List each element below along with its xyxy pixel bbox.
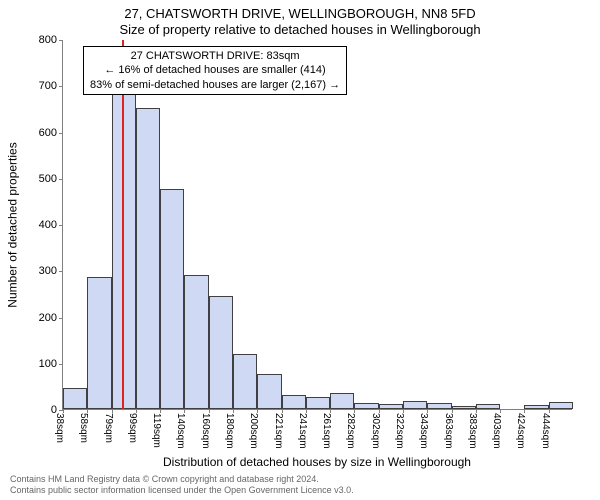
chart-subtitle: Size of property relative to detached ho… <box>0 22 600 37</box>
bar <box>379 404 403 409</box>
x-tick-label: 221sqm <box>273 413 284 449</box>
x-tick-label: 38sqm <box>54 413 65 443</box>
bar <box>87 277 111 409</box>
annotation-line1: 27 CHATSWORTH DRIVE: 83sqm <box>90 49 340 63</box>
bar <box>282 395 306 409</box>
y-tick-mark <box>59 86 63 87</box>
footer-line2: Contains public sector information licen… <box>10 485 590 496</box>
x-tick-label: 343sqm <box>418 413 429 449</box>
bar <box>233 354 257 410</box>
bar <box>209 296 233 409</box>
x-tick-label: 180sqm <box>224 413 235 449</box>
x-tick-label: 99sqm <box>127 413 138 443</box>
bar <box>160 189 184 409</box>
x-tick-label: 403sqm <box>491 413 502 449</box>
x-tick-label: 444sqm <box>540 413 551 449</box>
x-tick-label: 160sqm <box>200 413 211 449</box>
annotation-line3: 83% of semi-detached houses are larger (… <box>90 78 340 92</box>
x-tick-label: 282sqm <box>345 413 356 449</box>
x-tick-label: 140sqm <box>175 413 186 449</box>
bar <box>354 403 378 409</box>
x-tick-label: 200sqm <box>248 413 259 449</box>
bar <box>476 404 500 409</box>
bar <box>112 90 136 409</box>
y-tick-label: 400 <box>15 219 63 231</box>
y-tick-label: 100 <box>15 358 63 370</box>
y-tick-mark <box>59 225 63 226</box>
bar <box>403 401 427 409</box>
y-tick-mark <box>59 271 63 272</box>
chart-title: 27, CHATSWORTH DRIVE, WELLINGBOROUGH, NN… <box>0 6 600 21</box>
y-tick-mark <box>59 179 63 180</box>
x-tick-label: 241sqm <box>297 413 308 449</box>
x-tick-label: 424sqm <box>515 413 526 449</box>
bar <box>63 388 87 409</box>
y-tick-label: 600 <box>15 127 63 139</box>
y-tick-label: 300 <box>15 265 63 277</box>
bar <box>427 403 451 409</box>
y-tick-mark <box>59 40 63 41</box>
x-tick-label: 322sqm <box>394 413 405 449</box>
footer: Contains HM Land Registry data © Crown c… <box>10 474 590 496</box>
bar <box>136 108 160 409</box>
annotation-box: 27 CHATSWORTH DRIVE: 83sqm ← 16% of deta… <box>83 46 347 95</box>
y-tick-label: 800 <box>15 34 63 46</box>
x-tick-label: 383sqm <box>467 413 478 449</box>
x-axis-label: Distribution of detached houses by size … <box>62 455 572 469</box>
bar <box>257 374 281 409</box>
plot-area: 27 CHATSWORTH DRIVE: 83sqm ← 16% of deta… <box>62 40 572 410</box>
footer-line1: Contains HM Land Registry data © Crown c… <box>10 474 590 485</box>
bar <box>549 402 573 409</box>
x-tick-label: 58sqm <box>78 413 89 443</box>
chart-container: 27, CHATSWORTH DRIVE, WELLINGBOROUGH, NN… <box>0 0 600 500</box>
bar <box>184 275 208 409</box>
y-tick-label: 500 <box>15 173 63 185</box>
y-tick-mark <box>59 364 63 365</box>
bar <box>524 405 548 409</box>
x-tick-label: 302sqm <box>370 413 381 449</box>
x-tick-label: 119sqm <box>151 413 162 448</box>
x-tick-label: 79sqm <box>103 413 114 443</box>
x-tick-label: 261sqm <box>321 413 332 449</box>
bar <box>306 397 330 409</box>
y-tick-label: 200 <box>15 312 63 324</box>
annotation-line2: ← 16% of detached houses are smaller (41… <box>90 63 340 77</box>
y-tick-label: 700 <box>15 80 63 92</box>
y-tick-mark <box>59 318 63 319</box>
bar <box>452 406 476 409</box>
bars-layer <box>63 40 572 409</box>
bar <box>330 393 354 409</box>
marker-line <box>122 40 124 409</box>
x-tick-label: 363sqm <box>443 413 454 449</box>
y-tick-mark <box>59 133 63 134</box>
